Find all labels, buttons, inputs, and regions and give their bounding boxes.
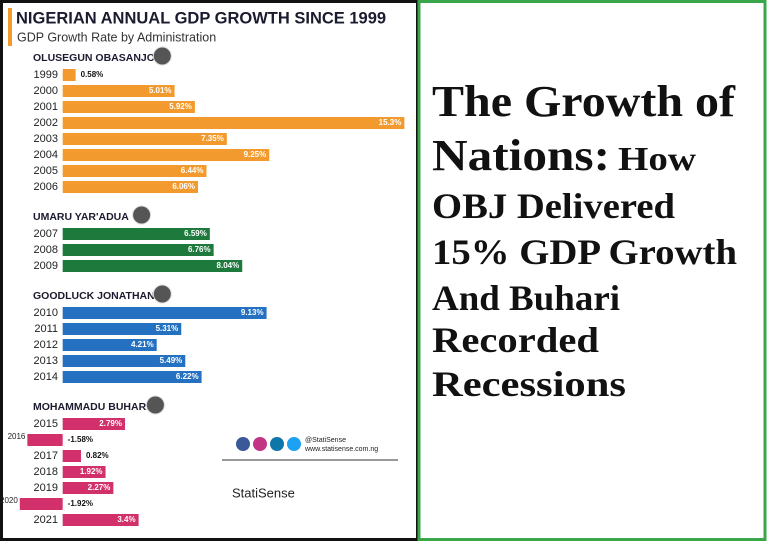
portrait — [145, 395, 165, 415]
year-label: 2021 — [34, 514, 58, 526]
chart-subtitle: GDP Growth Rate by Administration — [17, 30, 216, 44]
year-label: 2020 — [0, 496, 18, 505]
bar — [62, 181, 199, 193]
value-label: 0.58% — [81, 70, 104, 79]
year-label: 2014 — [34, 371, 58, 383]
value-label: 2.79% — [99, 419, 122, 428]
value-label: -1.58% — [68, 435, 93, 444]
year-label: 2004 — [34, 149, 58, 161]
headline-line: OBJ Delivered — [432, 186, 675, 226]
group-name: MOHAMMADU BUHARI — [33, 401, 149, 413]
bar — [62, 228, 210, 240]
year-label: 2011 — [34, 323, 58, 335]
year-label: 2005 — [34, 165, 58, 177]
bar — [62, 339, 157, 351]
value-label: 5.01% — [149, 86, 172, 95]
bar — [62, 323, 182, 335]
value-label: 6.59% — [184, 229, 207, 238]
value-label: 5.92% — [169, 102, 192, 111]
value-label: 5.49% — [160, 356, 183, 365]
bar — [62, 69, 76, 81]
year-label: 2008 — [34, 244, 58, 256]
bar — [62, 244, 214, 256]
value-label: 1.92% — [80, 467, 103, 476]
headline-line: Nations: — [432, 131, 610, 180]
year-label: 2016 — [8, 432, 26, 441]
portrait — [132, 205, 152, 225]
portrait — [152, 46, 172, 66]
bar — [62, 133, 227, 145]
headline-line: Recessions — [432, 364, 626, 404]
footer: @StatiSense www.statisense.com.ng StatiS… — [222, 437, 398, 500]
footer-handle: @StatiSense — [305, 437, 346, 444]
bar — [19, 498, 63, 510]
year-label: 2015 — [34, 418, 58, 430]
year-label: 2019 — [34, 482, 58, 494]
value-label: 6.76% — [188, 245, 211, 254]
bar — [62, 149, 270, 161]
year-label: 2007 — [34, 228, 58, 240]
headline-line: The Growth of — [432, 77, 736, 126]
bar — [62, 418, 125, 430]
bar — [62, 466, 106, 478]
year-label: 2012 — [34, 339, 58, 351]
bar — [62, 371, 202, 383]
headline-line: And Buhari — [432, 278, 620, 318]
value-label: 8.04% — [217, 261, 240, 270]
chart-title: NIGERIAN ANNUAL GDP GROWTH SINCE 1999 — [16, 9, 386, 27]
value-label: 2.27% — [88, 483, 111, 492]
bar — [62, 307, 267, 319]
social-icon[interactable] — [287, 437, 301, 451]
bar — [62, 165, 207, 177]
social-icon[interactable] — [253, 437, 267, 451]
footer-brand: StatiSense — [232, 485, 295, 500]
value-label: 6.22% — [176, 372, 199, 381]
bar — [27, 434, 63, 446]
group-name: GOODLUCK JONATHAN — [33, 290, 155, 302]
bar — [62, 355, 186, 367]
group-name: UMARU YAR'ADUA — [33, 211, 129, 223]
value-label: 6.06% — [172, 182, 195, 191]
bar — [62, 482, 114, 494]
value-label: 9.13% — [241, 308, 264, 317]
value-label: 7.35% — [201, 134, 224, 143]
year-label: 1999 — [34, 69, 58, 81]
year-label: 2000 — [34, 85, 58, 97]
value-label: 9.25% — [244, 150, 267, 159]
title-accent — [8, 8, 12, 46]
bar — [62, 514, 139, 526]
year-label: 2017 — [34, 450, 58, 462]
value-label: 3.4% — [117, 515, 135, 524]
headline-line: How — [618, 141, 697, 178]
headline-line: Recorded — [432, 320, 599, 360]
social-icon[interactable] — [236, 437, 250, 451]
portrait — [152, 284, 172, 304]
year-label: 2018 — [34, 466, 58, 478]
value-label: 6.44% — [181, 166, 204, 175]
year-label: 2001 — [34, 101, 58, 113]
headline-line: 15% GDP Growth — [432, 232, 737, 272]
value-label: 5.31% — [156, 324, 179, 333]
bar — [62, 260, 243, 272]
social-icon[interactable] — [270, 437, 284, 451]
bar — [62, 101, 195, 113]
footer-website: www.statisense.com.ng — [304, 446, 378, 453]
bar — [62, 85, 175, 97]
bar — [62, 450, 81, 462]
headline-panel — [417, 0, 767, 541]
headline: The Growth of Nations: How OBJ Delivered… — [432, 77, 737, 404]
year-label: 2002 — [34, 117, 58, 129]
year-label: 2013 — [34, 355, 58, 367]
bar — [62, 117, 405, 129]
year-label: 2006 — [34, 181, 58, 193]
value-label: 15.3% — [379, 118, 402, 127]
value-label: 4.21% — [131, 340, 154, 349]
year-label: 2003 — [34, 133, 58, 145]
year-label: 2010 — [34, 307, 58, 319]
value-label: 0.82% — [86, 451, 109, 460]
value-label: -1.92% — [68, 499, 93, 508]
group-name: OLUSEGUN OBASANJO — [33, 52, 155, 64]
year-label: 2009 — [34, 260, 58, 272]
